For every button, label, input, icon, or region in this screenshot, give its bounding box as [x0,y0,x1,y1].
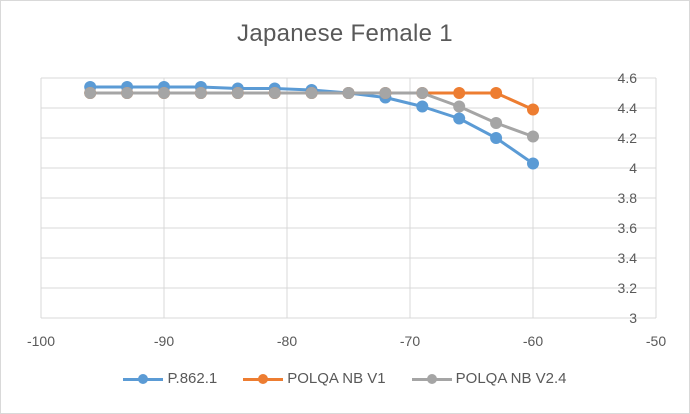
data-point [453,112,466,125]
legend-item: P.862.1 [123,370,217,387]
data-point [379,87,392,99]
chart-title: Japanese Female 1 [237,20,453,47]
data-point [158,87,170,99]
data-point [490,117,503,129]
y-tick-label: 3.6 [618,220,638,236]
data-point [490,87,503,99]
x-tick-label: -50 [646,333,666,349]
data-point [453,100,466,113]
legend-marker-icon [411,373,452,385]
data-point [416,87,429,99]
data-point [453,87,466,99]
data-point [231,87,244,99]
data-point [490,132,503,144]
x-tick-label: -100 [27,333,55,349]
data-point [342,87,355,99]
y-tick-label: 3.8 [618,190,638,206]
y-tick-label: 3.2 [618,280,638,296]
grid-lines [40,77,657,319]
legend-marker-icon [123,373,164,385]
y-tick-label: 4.4 [618,100,638,116]
x-tick-label: -80 [277,333,297,349]
x-axis-tick-labels: -100 -90 -80 -70 -60 -50 [27,333,666,349]
x-tick-label: -90 [154,333,174,349]
y-tick-label: 3.4 [618,250,638,266]
x-tick-label: -60 [523,333,543,349]
y-tick-label: 3 [629,310,637,326]
series-line-2 [90,91,534,138]
data-point [194,87,207,99]
legend-label: POLQA NB V1 [287,370,386,387]
y-tick-label: 4.6 [618,70,638,86]
data-point [527,103,539,116]
series-points [84,81,539,170]
data-point [84,87,97,99]
chart-legend: P.862.1 POLQA NB V1 POLQA NB V2.4 [0,370,690,387]
legend-item: POLQA NB V2.4 [411,370,567,387]
legend-item: POLQA NB V1 [243,370,386,387]
data-point [527,157,539,170]
y-axis-tick-labels: 3 3.2 3.4 3.6 3.8 4 4.2 4.4 4.6 [618,70,638,326]
legend-label: P.862.1 [167,370,218,387]
data-point [527,130,539,143]
data-point [121,87,134,99]
legend-label: POLQA NB V2.4 [455,370,567,387]
data-point [268,87,281,99]
y-tick-label: 4 [629,160,637,176]
data-point [305,87,318,99]
legend-marker-icon [243,373,284,385]
data-point [416,100,429,113]
x-tick-label: -70 [400,333,420,349]
y-tick-label: 4.2 [618,130,638,146]
